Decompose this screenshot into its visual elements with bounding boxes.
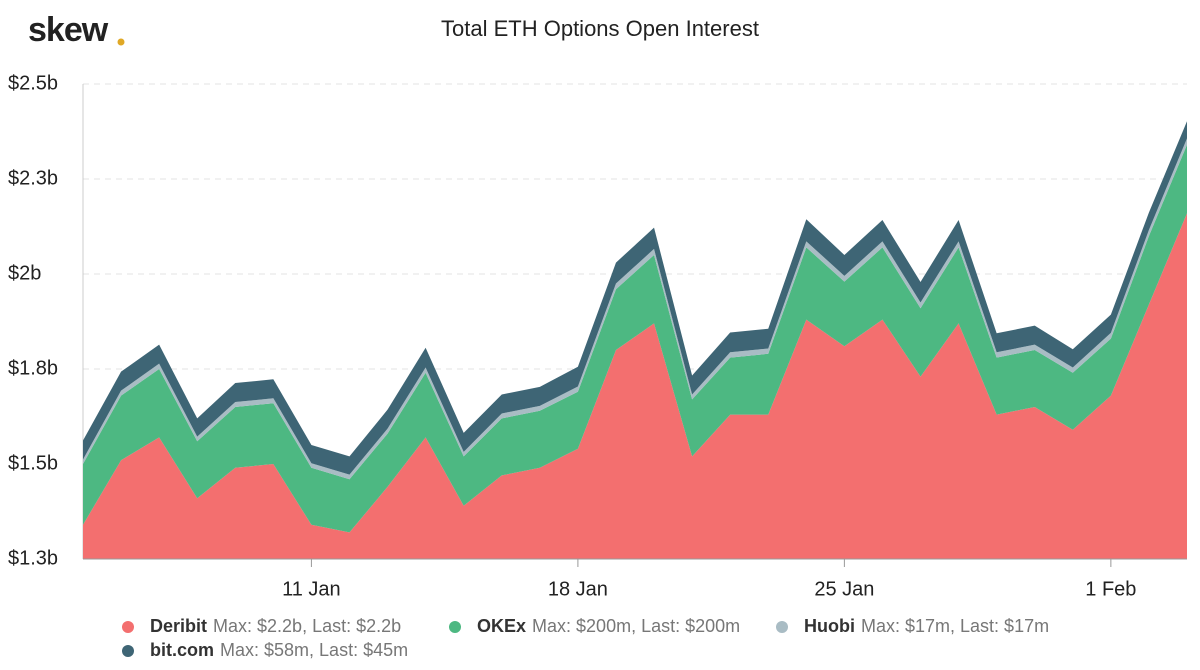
legend-name: bit.com — [150, 640, 214, 660]
plot-area — [83, 121, 1187, 559]
y-tick-label: $1.3b — [8, 547, 58, 569]
y-tick-label: $1.5b — [8, 452, 58, 474]
legend-summary: Max: $58m, Last: $45m — [220, 640, 408, 660]
y-tick-label: $2.3b — [8, 167, 58, 189]
legend-name: Deribit — [150, 616, 207, 636]
area — [83, 144, 1187, 533]
legend-summary: Max: $2.2b, Last: $2.2b — [213, 616, 401, 636]
logo-dot — [117, 38, 125, 46]
legend-name: Huobi — [804, 616, 855, 636]
legend-summary: Max: $17m, Last: $17m — [861, 616, 1049, 636]
legend-marker — [776, 621, 788, 633]
y-tick-label: $1.8b — [8, 357, 58, 379]
area — [83, 213, 1187, 559]
legend-summary: Max: $200m, Last: $200m — [532, 616, 740, 636]
x-tick-label: 25 Jan — [814, 578, 874, 600]
legend-marker — [449, 621, 461, 633]
x-tick-label: 11 Jan — [282, 578, 341, 600]
x-tick-label: 1 Feb — [1085, 578, 1136, 600]
legend-marker — [122, 621, 134, 633]
y-tick-label: $2.5b — [8, 72, 58, 94]
legend-name: OKEx — [477, 616, 526, 636]
x-tick-label: 18 Jan — [548, 578, 608, 600]
logo: skew — [28, 11, 109, 49]
legend-marker — [122, 645, 134, 657]
y-tick-label: $2b — [8, 262, 41, 284]
chart-title: Total ETH Options Open Interest — [441, 16, 759, 41]
